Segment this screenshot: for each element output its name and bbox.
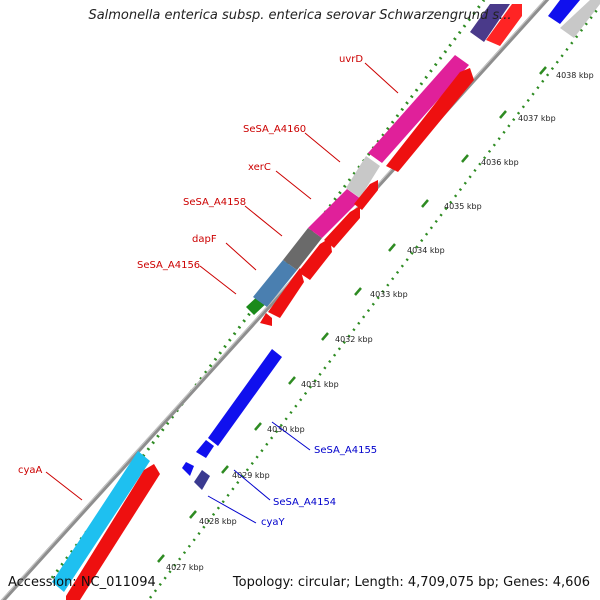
forward-cds-track: [66, 68, 474, 600]
leader-xerC: [275, 170, 312, 200]
kbp-tick-marks: [157, 66, 547, 563]
gene-label-sesa-a4160[interactable]: SeSA_A4160: [243, 124, 306, 135]
tick-label-4031: 4031 kbp: [301, 380, 339, 389]
tick-mark-4035: [421, 199, 429, 208]
cds-sesa-a4154[interactable]: [182, 462, 194, 476]
tick-mark-4029: [221, 465, 229, 474]
forward-gene-labels: uvrD SeSA_A4160 xerC SeSA_A4158 dapF SeS…: [18, 54, 363, 476]
kbp-tick-labels: 4027 kbp 4028 kbp 4029 kbp 4030 kbp 4031…: [166, 71, 594, 572]
gene-top-forward-a[interactable]: [470, 4, 510, 42]
tick-label-4034: 4034 kbp: [407, 246, 445, 255]
tick-label-4027: 4027 kbp: [166, 563, 204, 572]
gene-uvrD-bar[interactable]: [368, 55, 469, 163]
tick-label-4029: 4029 kbp: [232, 471, 270, 480]
gene-label-xerC[interactable]: xerC: [248, 162, 271, 173]
tick-label-4036: 4036 kbp: [481, 158, 519, 167]
tick-mark-4036: [461, 154, 469, 163]
cds-sesa-a4160[interactable]: [354, 180, 378, 210]
leader-dapF: [225, 242, 257, 271]
reverse-label-leaders: [207, 421, 311, 524]
reverse-cds-track: [182, 0, 600, 490]
tick-mark-4027: [157, 554, 165, 563]
cds-xerC[interactable]: [324, 206, 360, 248]
tick-label-4032: 4032 kbp: [335, 335, 373, 344]
leader-sesa-a4160: [304, 132, 341, 163]
inner-dotted-ring: [149, 5, 600, 599]
cds-cyaY[interactable]: [194, 470, 210, 490]
cds-dapF[interactable]: [268, 268, 304, 318]
gene-label-sesa-a4156[interactable]: SeSA_A4156: [137, 260, 200, 271]
map-title: Salmonella enterica subsp. enterica sero…: [88, 8, 512, 23]
gene-sesa-a4160-bar[interactable]: [346, 156, 380, 198]
leader-cyaA: [45, 471, 83, 501]
leader-sesa-a4156: [199, 265, 237, 295]
tick-label-4030: 4030 kbp: [267, 425, 305, 434]
forward-label-leaders: [45, 62, 399, 501]
cds-reverse-top[interactable]: [548, 0, 580, 24]
leader-sesa-a4154: [233, 469, 271, 501]
gene-sesa-a4158-bar[interactable]: [283, 228, 322, 270]
gene-xerC-bar[interactable]: [308, 189, 361, 238]
cds-uvrD[interactable]: [386, 68, 474, 172]
accession-label: Accession: NC_011094: [8, 575, 156, 590]
gene-label-dapF[interactable]: dapF: [192, 234, 217, 245]
tick-mark-4038: [539, 66, 547, 75]
tick-mark-4033: [354, 287, 362, 296]
gene-label-cyaY[interactable]: cyaY: [261, 517, 286, 528]
leader-uvrD: [364, 62, 399, 94]
tick-mark-4030: [254, 422, 262, 431]
gene-label-sesa-a4154[interactable]: SeSA_A4154: [273, 497, 336, 508]
leader-sesa-a4155: [271, 421, 311, 451]
cds-cyaA[interactable]: [66, 464, 160, 600]
tick-label-4028: 4028 kbp: [199, 517, 237, 526]
tick-label-4038: 4038 kbp: [556, 71, 594, 80]
cds-sesa-a4156[interactable]: [260, 313, 272, 326]
tick-label-4037: 4037 kbp: [518, 114, 556, 123]
genome-summary-label: Topology: circular; Length: 4,709,075 bp…: [232, 575, 590, 590]
gene-dapF-bar[interactable]: [253, 260, 297, 307]
gene-label-sesa-a4158[interactable]: SeSA_A4158: [183, 197, 246, 208]
leader-cyaY: [207, 495, 257, 524]
cds-sesa-a4158[interactable]: [298, 238, 332, 280]
gene-label-sesa-a4155[interactable]: SeSA_A4155: [314, 445, 377, 456]
gene-cyaA-bar[interactable]: [52, 451, 150, 592]
cds-sesa-a4155[interactable]: [196, 440, 214, 458]
reverse-gene-labels: SeSA_A4155 SeSA_A4154 cyaY: [261, 445, 377, 528]
tick-mark-4028: [189, 510, 197, 519]
forward-strand-features: [52, 4, 522, 592]
tick-mark-4032: [321, 332, 329, 341]
tick-label-4033: 4033 kbp: [370, 290, 408, 299]
gene-label-uvrD[interactable]: uvrD: [339, 54, 363, 65]
leader-sesa-a4158: [244, 205, 283, 237]
cds-reverse-top-grey[interactable]: [560, 0, 600, 38]
gene-label-cyaA[interactable]: cyaA: [18, 465, 43, 476]
gene-top-forward-b[interactable]: [486, 4, 522, 46]
tick-mark-4034: [388, 243, 396, 252]
tick-mark-4037: [499, 110, 507, 119]
tick-mark-4031: [288, 376, 296, 385]
tick-label-4035: 4035 kbp: [444, 202, 482, 211]
cds-sesa-a4155-large[interactable]: [208, 349, 282, 446]
